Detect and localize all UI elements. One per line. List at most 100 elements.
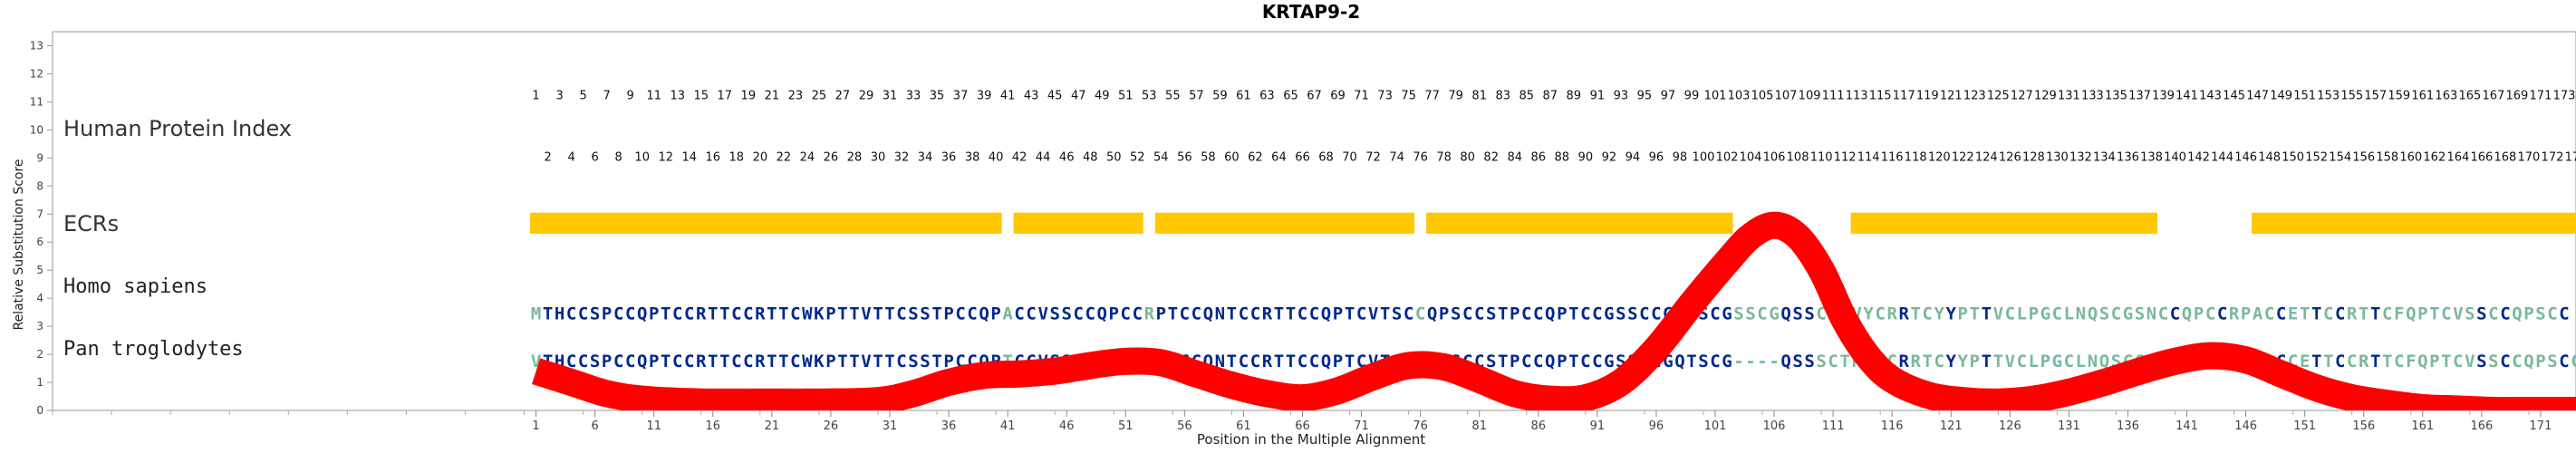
index-number: 92: [1602, 150, 1617, 164]
pan-residue: C: [1521, 352, 1531, 371]
substitution-curve-group: [532, 211, 2576, 410]
pan-residue: L: [2029, 352, 2039, 371]
pan-residue: T: [2441, 352, 2451, 371]
index-number: 19: [741, 89, 757, 102]
homo-residue: C: [967, 304, 977, 323]
x-tick-label: 141: [2176, 419, 2198, 433]
homo-residue: P: [1156, 304, 1166, 323]
pan-residue: R: [2359, 352, 2369, 371]
index-number: 96: [1649, 150, 1664, 164]
homo-residue: T: [1274, 304, 1284, 323]
homo-residue: C: [1639, 304, 1649, 323]
index-number: 63: [1259, 89, 1275, 102]
pan-residue: C: [2335, 352, 2345, 371]
pan-residue: -: [1733, 352, 1743, 371]
pan-residue: Q: [1780, 352, 1790, 371]
index-number: 35: [930, 89, 945, 102]
index-number: 41: [1000, 89, 1016, 102]
homo-residue: Q: [1780, 304, 1790, 323]
index-number: 53: [1142, 89, 1157, 102]
pan-residue: C: [1298, 352, 1307, 371]
index-number: 165: [2458, 89, 2481, 102]
ecr-bar: [1013, 212, 1143, 234]
homo-residue: Q: [1321, 304, 1331, 323]
index-number: 64: [1271, 150, 1287, 164]
index-number: 94: [1626, 150, 1641, 164]
pan-residue: Q: [979, 352, 989, 371]
index-number: 40: [989, 150, 1004, 164]
homo-residue: S: [920, 304, 930, 323]
index-number: 47: [1071, 89, 1086, 102]
homo-residue: V: [1368, 304, 1378, 323]
homo-residue: N: [2076, 304, 2086, 323]
homo-residue: C: [625, 304, 635, 323]
index-number: 160: [2399, 150, 2422, 164]
x-tick-label: 166: [2470, 419, 2493, 433]
index-number: 171: [2530, 89, 2552, 102]
homo-residue: C: [1533, 304, 1543, 323]
index-number: 29: [859, 89, 874, 102]
index-number: 143: [2199, 89, 2222, 102]
index-number: 108: [1787, 150, 1809, 164]
homo-residue: G: [2123, 304, 2133, 323]
homo-residue: Q: [1203, 304, 1213, 323]
pan-residue: T: [1345, 352, 1355, 371]
index-number: 14: [681, 150, 697, 164]
x-tick-label: 46: [1059, 419, 1075, 433]
index-number: 97: [1661, 89, 1676, 102]
homo-residue: E: [2288, 304, 2298, 323]
homo-residue: C: [2382, 304, 2392, 323]
pan-residue: C: [2347, 352, 2357, 371]
x-tick-label: 26: [824, 419, 839, 433]
pan-residue: T: [884, 352, 894, 371]
homo-residue: C: [790, 304, 800, 323]
index-number: 38: [965, 150, 980, 164]
pan-residue: C: [672, 352, 682, 371]
index-number: 46: [1059, 150, 1075, 164]
index-number: 89: [1567, 89, 1582, 102]
homo-residue: P: [1109, 304, 1119, 323]
homo-residue: C: [2158, 304, 2168, 323]
pan-residue: G: [1604, 352, 1614, 371]
index-number: 105: [1751, 89, 1774, 102]
index-number: 23: [788, 89, 804, 102]
pan-residue: T: [1568, 352, 1578, 371]
pan-residue: F: [2406, 352, 2416, 371]
pan-residue: C: [1356, 352, 1366, 371]
index-number: 85: [1519, 89, 1534, 102]
x-tick-label: 1: [532, 419, 539, 433]
pan-residue: T: [778, 352, 788, 371]
index-number: 62: [1248, 150, 1263, 164]
index-number: 110: [1810, 150, 1833, 164]
index-number: 131: [2058, 89, 2080, 102]
homo-residue: T: [2429, 304, 2439, 323]
pan-residue: C: [1474, 352, 1484, 371]
x-tick-label: 86: [1530, 419, 1546, 433]
pan-residue: C: [1533, 352, 1543, 371]
index-number: 136: [2117, 150, 2139, 164]
homo-residue: T: [1910, 304, 1920, 323]
homo-residue: T: [1982, 304, 1992, 323]
pan-residue: W: [802, 352, 813, 371]
homo-residue: C: [2500, 304, 2510, 323]
homo-residue: C: [2052, 304, 2062, 323]
homo-residue: C: [2170, 304, 2180, 323]
homo-residue: T: [2370, 304, 2380, 323]
index-number: 77: [1424, 89, 1440, 102]
index-number: 168: [2494, 150, 2517, 164]
index-number: 170: [2518, 150, 2541, 164]
x-tick-label: 111: [1822, 419, 1845, 433]
index-number: 13: [670, 89, 685, 102]
pan-residue: P: [602, 352, 612, 371]
index-number: 107: [1775, 89, 1798, 102]
y-tick-label: 0: [36, 404, 43, 417]
homo-residue: S: [1451, 304, 1461, 323]
pan-residue: T: [1686, 352, 1696, 371]
index-number: 67: [1307, 89, 1322, 102]
homo-residue: V: [1851, 304, 1861, 323]
x-tick-label: 56: [1177, 419, 1192, 433]
pan-residue: C: [1592, 352, 1602, 371]
pan-residue: V: [861, 352, 871, 371]
pan-residue: V: [2005, 352, 2015, 371]
homo-residue: Y: [1863, 304, 1874, 323]
